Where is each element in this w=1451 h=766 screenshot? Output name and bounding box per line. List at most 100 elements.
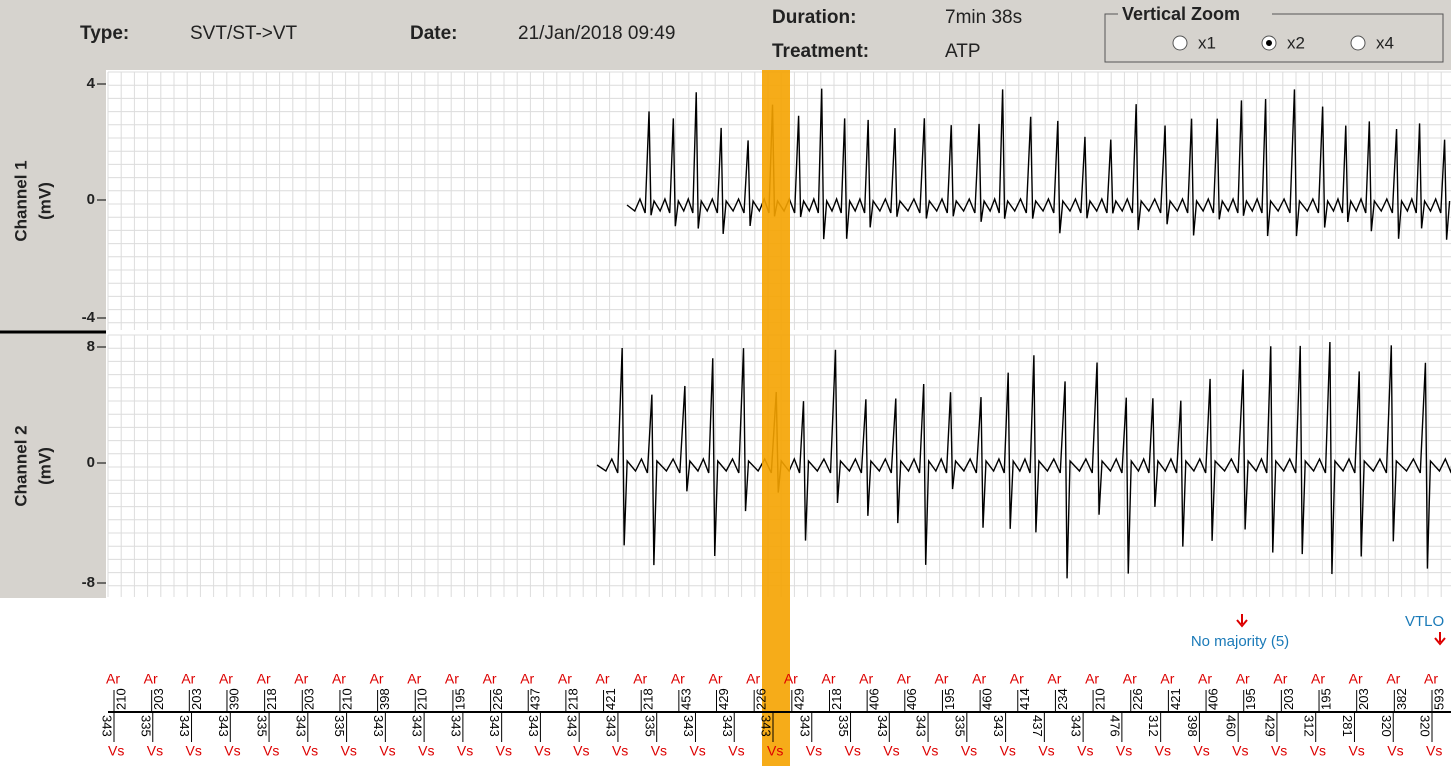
atrial-event: Ar (1010, 671, 1024, 687)
highlight-bar (762, 70, 790, 766)
ventricular-event: Vs (1426, 743, 1442, 759)
treatment-label: Treatment: (772, 41, 869, 62)
atrial-event: Ar (407, 671, 421, 687)
y-tick-label: 0 (87, 454, 95, 471)
ventricular-interval: 343 (565, 715, 580, 737)
atrial-event: Ar (1160, 671, 1174, 687)
atrial-event: Ar (671, 671, 685, 687)
atrial-interval: 218 (829, 688, 844, 710)
ventricular-interval: 398 (1185, 715, 1200, 737)
atrial-event: Ar (1236, 671, 1250, 687)
atrial-interval: 218 (641, 688, 656, 710)
ventricular-interval: 343 (914, 715, 929, 737)
ventricular-interval: 335 (642, 715, 657, 737)
ventricular-event: Vs (1310, 743, 1326, 759)
ventricular-event: Vs (651, 743, 667, 759)
atrial-event: Ar (332, 671, 346, 687)
ventricular-interval: 343 (293, 715, 308, 737)
ventricular-event: Vs (1116, 743, 1132, 759)
atrial-interval: 195 (452, 688, 467, 710)
ventricular-event: Vs (263, 743, 279, 759)
atrial-interval: 210 (415, 688, 430, 710)
atrial-interval: 203 (1356, 688, 1371, 710)
date-value: 21/Jan/2018 09:49 (518, 23, 675, 44)
zoom-title-bg (1118, 4, 1272, 24)
atrial-event: Ar (219, 671, 233, 687)
atrial-event: Ar (784, 671, 798, 687)
atrial-interval: 195 (942, 688, 957, 710)
atrial-event: Ar (181, 671, 195, 687)
zoom-options: x1 x2 x4 (1172, 33, 1394, 52)
atrial-interval: 218 (264, 688, 279, 710)
ventricular-interval: 343 (797, 715, 812, 737)
atrial-interval: 453 (678, 688, 693, 710)
ventricular-event: Vs (1387, 743, 1403, 759)
ventricular-interval: 343 (681, 715, 696, 737)
ventricular-event: Vs (1348, 743, 1364, 759)
arrow (1236, 614, 1248, 628)
ventricular-event: Vs (186, 743, 202, 759)
atrial-event: Ar (558, 671, 572, 687)
atrial-interval: 210 (339, 688, 354, 710)
atrial-event: Ar (859, 671, 873, 687)
ventricular-interval: 335 (952, 715, 967, 737)
atrial-interval: 218 (565, 688, 580, 710)
atrial-interval: 414 (1017, 688, 1032, 710)
atrial-interval: 398 (377, 688, 392, 710)
atrial-interval: 210 (113, 688, 128, 710)
channel-2-trace (596, 342, 1451, 579)
ventricular-event: Vs (767, 743, 783, 759)
radio-button[interactable] (1350, 35, 1366, 51)
ventricular-interval: 343 (759, 715, 774, 737)
ventricular-interval: 343 (991, 715, 1006, 737)
ventricular-interval: 335 (255, 715, 270, 737)
ventricular-interval: 343 (448, 715, 463, 737)
ventricular-event: Vs (496, 743, 512, 759)
atrial-interval: 406 (867, 688, 882, 710)
ventricular-interval: 343 (720, 715, 735, 737)
atrial-interval: 210 (1093, 688, 1108, 710)
atrial-event: Ar (1349, 671, 1363, 687)
atrial-event: Ar (596, 671, 610, 687)
annotation-vtlo: VTLO (1405, 613, 1444, 630)
ventricular-event: Vs (418, 743, 434, 759)
y-tick-label: -8 (82, 574, 95, 591)
atrial-event: Ar (972, 671, 986, 687)
ventricular-event: Vs (612, 743, 628, 759)
radio-button[interactable] (1172, 35, 1188, 51)
ventricular-interval: 343 (371, 715, 386, 737)
arrow (1434, 632, 1446, 646)
date-label: Date: (410, 23, 458, 44)
atrial-event: Ar (1273, 671, 1287, 687)
atrial-interval: 382 (1394, 688, 1409, 710)
atrial-interval: 195 (1318, 688, 1333, 710)
ventricular-event: Vs (457, 743, 473, 759)
atrial-event: Ar (1424, 671, 1438, 687)
ventricular-event: Vs (1232, 743, 1248, 759)
atrial-interval: 195 (1243, 688, 1258, 710)
atrial-interval: 460 (980, 688, 995, 710)
ventricular-interval: 343 (526, 715, 541, 737)
duration-value: 7min 38s (945, 7, 1022, 28)
ventricular-event: Vs (1271, 743, 1287, 759)
left-panel (0, 70, 106, 598)
ventricular-event: Vs (379, 743, 395, 759)
atrial-event: Ar (897, 671, 911, 687)
ventricular-interval: 343 (177, 715, 192, 737)
ventricular-event: Vs (689, 743, 705, 759)
ventricular-event: Vs (922, 743, 938, 759)
zoom-box (1104, 13, 1444, 63)
duration-label: Duration: (772, 7, 856, 28)
y-tick-label: 0 (87, 191, 95, 208)
radio-label: x2 (1287, 33, 1305, 52)
ventricular-interval: 460 (1224, 715, 1239, 737)
atrial-event: Ar (257, 671, 271, 687)
atrial-interval: 203 (1281, 688, 1296, 710)
atrial-event: Ar (746, 671, 760, 687)
atrial-event: Ar (1311, 671, 1325, 687)
atrial-event: Ar (709, 671, 723, 687)
atrial-interval: 406 (904, 688, 919, 710)
atrial-event: Ar (445, 671, 459, 687)
atrial-interval: 203 (189, 688, 204, 710)
atrial-interval: 226 (490, 688, 505, 710)
